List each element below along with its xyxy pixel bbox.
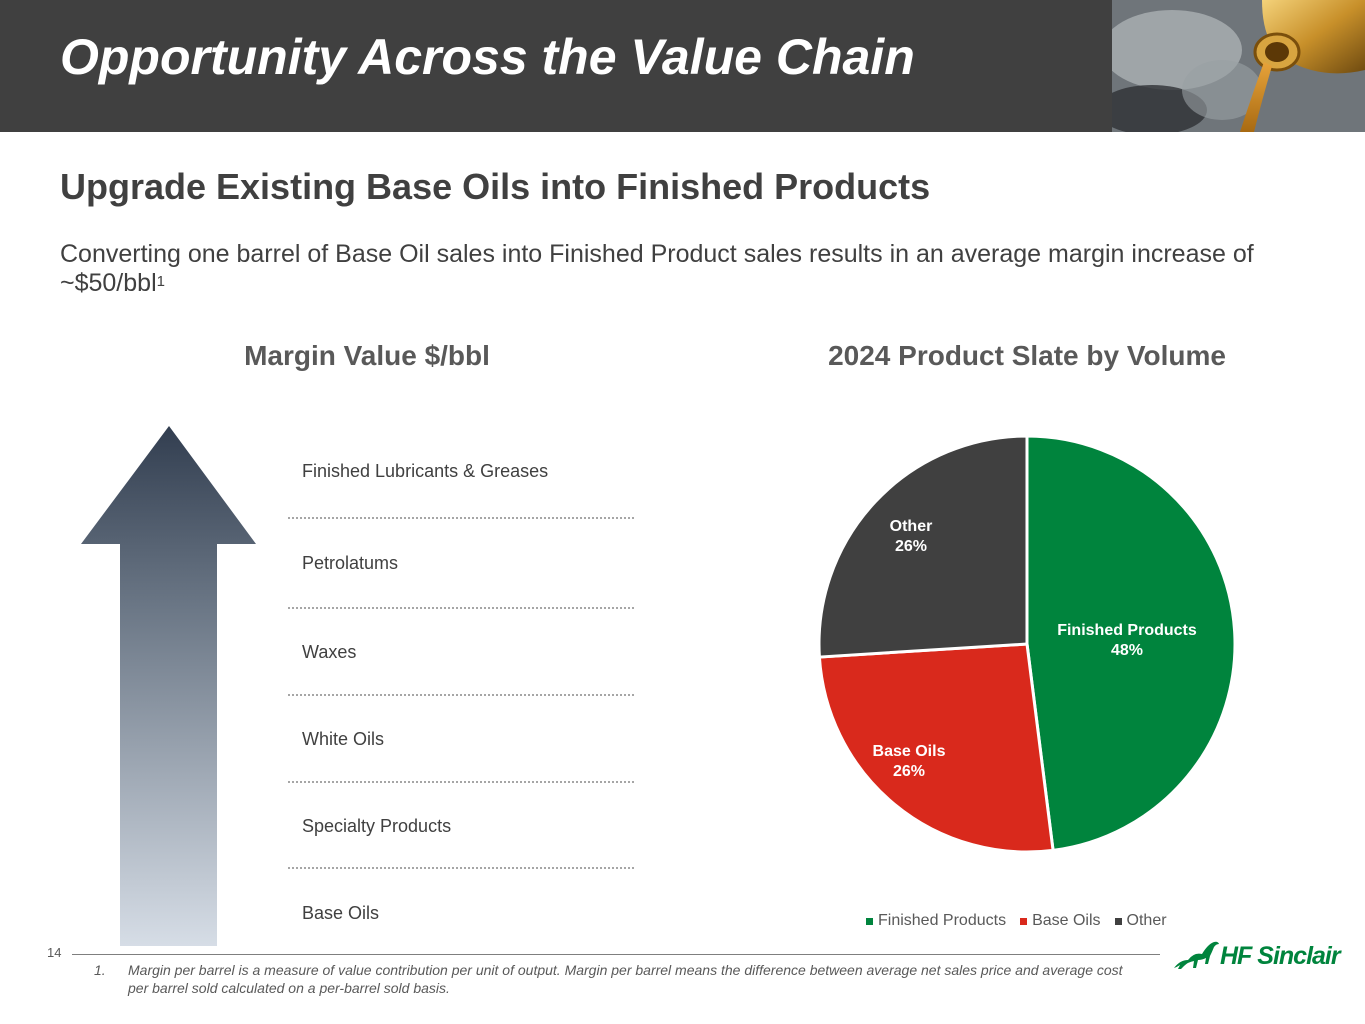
header-banner: Opportunity Across the Value Chain (0, 0, 1365, 132)
slice-value: 48% (1110, 642, 1144, 659)
product-slate-title: 2024 Product Slate by Volume (828, 340, 1226, 371)
slice-value: 26% (894, 538, 928, 555)
page-title: Opportunity Across the Value Chain (60, 29, 915, 85)
legend-item-other: Other (1114, 912, 1167, 930)
slice-name: Other (889, 518, 933, 535)
legend-swatch (866, 917, 873, 925)
footnote-ref: 1 (156, 273, 165, 290)
pie-slice-finished-products (1025, 434, 1237, 853)
body-text: Converting one barrel of Base Oil sales … (60, 240, 1254, 297)
tier-label: Specialty Products (302, 816, 452, 836)
chart-legend: Finished Products Base Oils Other (866, 912, 1167, 930)
slice-name: Finished Products (1057, 622, 1197, 639)
tier-label: Finished Lubricants & Greases (302, 461, 549, 481)
tier-divider (288, 867, 634, 869)
pie-svg (817, 434, 1237, 854)
tier-divider (288, 517, 634, 519)
slice-label-base-oils: Base Oils 26% (849, 742, 969, 782)
legend-swatch (1020, 917, 1028, 925)
tier-label: Waxes (302, 642, 357, 662)
logo-text: HF Sinclair (1220, 942, 1341, 970)
footer-divider (72, 954, 1160, 955)
pie-slice-base-oils (817, 642, 1055, 854)
legend-item-base-oils: Base Oils (1020, 912, 1101, 930)
section-subtitle: Upgrade Existing Base Oils into Finished… (60, 166, 931, 207)
legend-label: Finished Products (878, 912, 1007, 929)
tier-label: Petrolatums (302, 553, 399, 573)
oil-pour-image (1112, 0, 1365, 132)
footnote: 1. Margin per barrel is a measure of val… (94, 961, 1144, 997)
footnote-number: 1. (94, 962, 106, 978)
tier-label: White Oils (302, 729, 385, 749)
legend-swatch (1114, 917, 1122, 925)
dinosaur-icon (1174, 941, 1219, 969)
slice-name: Base Oils (872, 743, 946, 760)
slice-value: 26% (892, 763, 926, 780)
legend-item-finished-products: Finished Products (866, 912, 1006, 930)
tier-divider (288, 607, 634, 609)
margin-arrow-icon (80, 426, 258, 948)
legend-label: Base Oils (1032, 912, 1101, 929)
pie-slice-other (817, 434, 1029, 659)
hf-sinclair-logo: HF Sinclair (1172, 938, 1341, 974)
tier-divider (288, 781, 634, 783)
page-number: 14 (47, 945, 62, 960)
legend-label: Other (1126, 912, 1167, 929)
slice-label-other: Other 26% (861, 517, 961, 557)
tier-label: Base Oils (302, 903, 380, 923)
margin-value-title: Margin Value $/bbl (244, 340, 490, 371)
product-slate-pie-chart: Finished Products 48% Base Oils 26% Othe… (815, 432, 1239, 856)
slice-label-finished-products: Finished Products 48% (1047, 621, 1207, 661)
body-paragraph: Converting one barrel of Base Oil sales … (60, 240, 1320, 298)
footnote-text: Margin per barrel is a measure of value … (128, 962, 1123, 996)
tier-divider (288, 694, 634, 696)
